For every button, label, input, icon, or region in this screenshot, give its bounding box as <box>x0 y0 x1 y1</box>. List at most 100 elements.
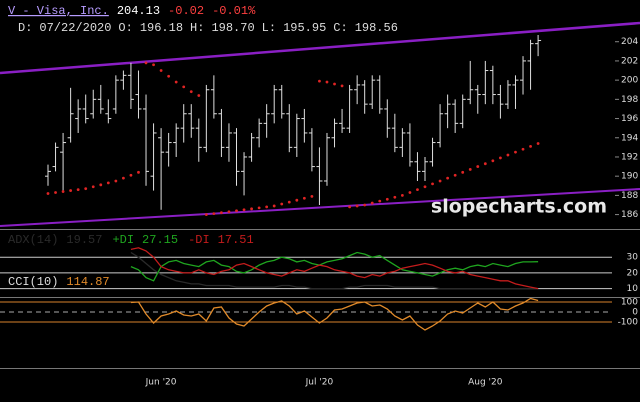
x-tick-label: Jun '20 <box>145 378 177 388</box>
field-label: H: <box>190 21 204 35</box>
sar-dot <box>393 195 397 199</box>
y-tick-label: 202 <box>621 56 638 66</box>
sar-dot <box>529 145 532 148</box>
sar-dot <box>220 211 223 215</box>
sar-dot <box>137 170 140 174</box>
sar-dot <box>310 194 314 198</box>
sar-dot <box>159 69 163 72</box>
y-tick-label: 204 <box>621 37 638 47</box>
last-price: 204.13 <box>117 4 160 18</box>
sar-dot <box>280 202 284 206</box>
y-tick-label: 188 <box>621 191 638 201</box>
y-tick-label: 30 <box>627 253 639 263</box>
legend-name: +DI <box>112 233 134 247</box>
upper-trendline <box>0 21 640 75</box>
sar-dot <box>325 80 329 84</box>
sar-dot <box>536 142 540 145</box>
sar-dot <box>227 210 231 214</box>
sar-dot <box>295 198 299 202</box>
field-label: C: <box>333 21 347 35</box>
sar-dot <box>302 196 306 200</box>
y-tick-label: 198 <box>621 95 638 105</box>
y-tick-label: 100 <box>621 298 638 308</box>
sar-dot <box>122 176 125 180</box>
sar-dot <box>167 74 171 78</box>
sar-dot <box>129 173 133 177</box>
sar-dot <box>272 204 276 208</box>
sar-dot <box>257 206 261 210</box>
legend-value: 17.51 <box>218 233 254 247</box>
sar-dot <box>370 201 374 205</box>
y-tick-label: 0 <box>632 308 638 318</box>
y-tick-label: 186 <box>621 210 638 220</box>
sar-dot <box>69 189 73 192</box>
y-tick-label: 190 <box>621 172 638 182</box>
sar-dot <box>99 183 103 187</box>
series-line <box>130 297 539 331</box>
sar-dot <box>476 165 480 168</box>
symbol: V - Visa, Inc. <box>8 4 109 18</box>
sar-dot <box>453 173 457 177</box>
sar-dot <box>242 208 246 212</box>
sar-dot <box>76 188 80 192</box>
sar-dot <box>287 200 291 204</box>
legend-value: 19.57 <box>66 233 102 247</box>
date: 07/22/2020 <box>39 21 111 35</box>
sar-dot <box>461 170 465 174</box>
sar-dot <box>348 205 351 209</box>
sar-dot <box>235 209 238 213</box>
sar-dot <box>144 61 148 65</box>
sar-dot <box>506 153 510 157</box>
sar-dot <box>46 192 50 195</box>
y-tick-label: 10 <box>627 284 639 294</box>
sar-dot <box>491 159 495 163</box>
watermark: slopecharts.com <box>431 196 607 218</box>
cci-header: CCI(10) 114.87 <box>8 275 110 289</box>
sar-dot <box>431 182 434 186</box>
sar-dot <box>91 185 95 189</box>
sar-dot <box>152 63 155 67</box>
sar-dot <box>514 150 517 154</box>
sar-dot <box>483 162 487 166</box>
legend-name: ADX(14) <box>8 233 58 247</box>
sar-dot <box>416 188 419 192</box>
series-line <box>130 251 539 290</box>
sar-dot <box>446 176 450 180</box>
sar-dot <box>333 82 336 86</box>
y-tick-label: -100 <box>618 318 639 328</box>
change-pct: -0.01% <box>212 4 256 18</box>
sar-dot <box>54 191 57 194</box>
sar-dot <box>174 80 178 84</box>
sar-dot <box>438 179 442 183</box>
lower-trendline <box>0 188 640 227</box>
field-value: 195.95 <box>283 21 326 35</box>
field-label: O: <box>118 21 132 35</box>
series-line <box>130 247 539 290</box>
y-tick-label: 20 <box>627 268 639 278</box>
sar-dot <box>340 84 344 88</box>
legend-name: -DI <box>188 233 210 247</box>
sar-dot <box>400 193 404 197</box>
sar-dot <box>61 190 65 193</box>
sar-dot <box>468 168 472 171</box>
legend-value: 27.15 <box>142 233 178 247</box>
series-line <box>130 251 539 282</box>
sar-dot <box>378 199 382 203</box>
sar-dot <box>250 207 253 211</box>
change: -0.02 <box>168 4 204 18</box>
sar-dot <box>182 85 186 89</box>
sar-dot <box>84 187 88 191</box>
sar-dot <box>408 191 412 194</box>
sar-dot <box>189 90 193 94</box>
sar-dot <box>423 185 427 189</box>
cursor-info: D: 07/22/2020 O: 196.18 H: 198.70 L: 195.95 C: 19… <box>18 21 398 35</box>
sar-dot <box>363 203 367 207</box>
sar-dot <box>265 205 269 209</box>
sar-dot <box>521 147 525 151</box>
legend-value: 114.87 <box>66 275 109 289</box>
field-label: L: <box>262 21 276 35</box>
x-tick-label: Aug '20 <box>468 378 503 388</box>
field-value: 196.18 <box>140 21 183 35</box>
adx-header: ADX(14) 19.57 +DI 27.15 -DI 17.51 <box>8 233 254 247</box>
